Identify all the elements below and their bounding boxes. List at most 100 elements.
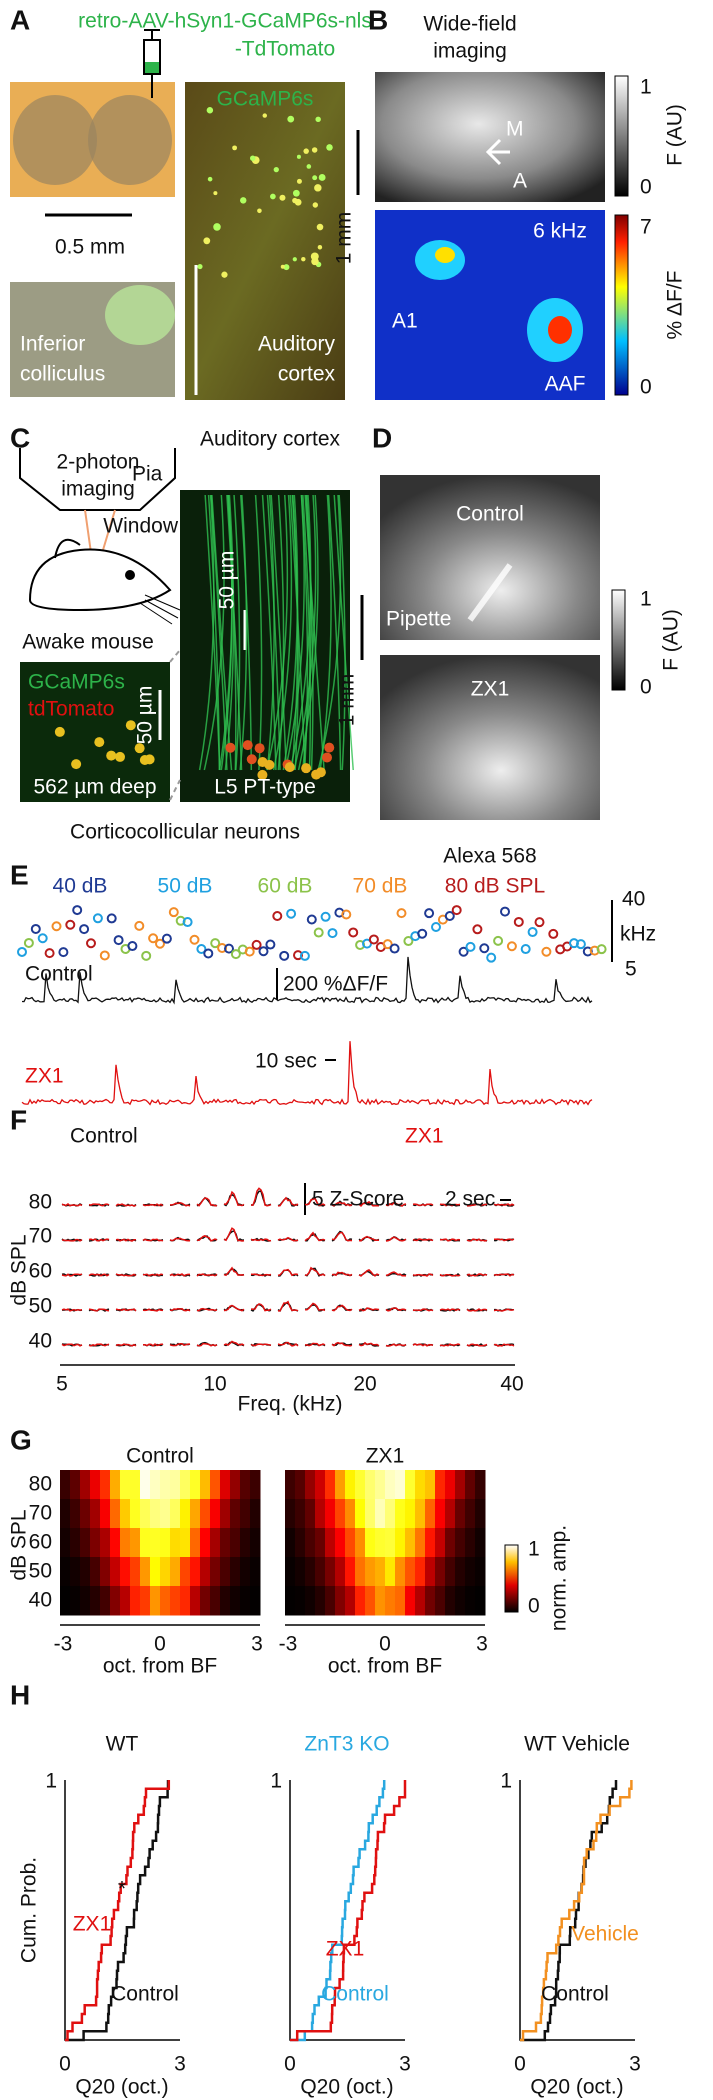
cell [326, 144, 333, 151]
label: 50 [29, 1560, 52, 1583]
mini-trace [440, 1238, 461, 1242]
heat-cell [60, 1470, 71, 1500]
mini-trace [88, 1203, 110, 1207]
cell [213, 223, 221, 231]
heat-cell [445, 1499, 456, 1529]
heat-cell [365, 1557, 376, 1587]
cell [206, 107, 214, 114]
label: 0 [640, 376, 652, 399]
heat-cell [415, 1557, 426, 1587]
label: 0 [528, 1595, 540, 1618]
heat-cell [435, 1470, 446, 1500]
label: 3 [174, 2053, 186, 2076]
heat-cell [90, 1586, 101, 1616]
heat-cell [170, 1470, 181, 1500]
mini-trace [88, 1308, 110, 1312]
syringe [143, 29, 161, 98]
heat-cell [200, 1557, 211, 1587]
mini-trace [331, 1341, 353, 1347]
heat-cell [325, 1499, 336, 1529]
heat-cell [425, 1528, 436, 1558]
label: 6 kHz [533, 220, 587, 243]
mini-trace [196, 1234, 218, 1242]
tone-dot [148, 933, 159, 944]
mini-trace [493, 1273, 515, 1277]
heat-cell [285, 1499, 296, 1529]
tone-dot [327, 928, 338, 939]
heat-cell [110, 1470, 121, 1500]
label: 40 [29, 1589, 52, 1612]
tone-dot [79, 924, 90, 935]
label: 3 [251, 1633, 263, 1656]
label: Pipette [386, 608, 451, 631]
panel-letter: F [10, 1104, 27, 1135]
heat-cell [210, 1528, 221, 1558]
dendrite [291, 494, 299, 771]
tone-dot [113, 935, 124, 946]
heat-cell [60, 1499, 71, 1529]
label: 1 mm [336, 674, 359, 727]
label: imaging [61, 478, 135, 501]
tone-dot [465, 941, 476, 952]
label: 80 [29, 1473, 52, 1496]
label: 70 [29, 1502, 52, 1525]
label: 0 [379, 1633, 391, 1656]
tone-dot [141, 950, 152, 961]
heat-cell [345, 1557, 356, 1587]
soma [54, 726, 65, 737]
heat-cell [220, 1557, 231, 1587]
heat-cell [325, 1586, 336, 1616]
heat-cell [190, 1470, 201, 1500]
heat-cell [385, 1586, 396, 1616]
heat-cell [295, 1557, 306, 1587]
heat-cell [250, 1528, 261, 1558]
heat-cell [250, 1499, 261, 1529]
label: 1 [640, 76, 652, 99]
mini-trace [61, 1308, 83, 1312]
heat-cell [180, 1586, 191, 1616]
label: oct. from BF [328, 1655, 442, 1678]
heat-cell [315, 1499, 326, 1529]
mini-trace [169, 1237, 191, 1242]
heat-cell [60, 1528, 71, 1558]
heat-cell [365, 1586, 376, 1616]
heat-cell [355, 1557, 366, 1587]
cell [213, 191, 218, 196]
heat-cell [455, 1499, 466, 1529]
tone-dot [382, 939, 393, 950]
mini-trace [493, 1308, 515, 1312]
tone-dot [513, 916, 524, 927]
tone-dot [451, 905, 462, 916]
heat-cell [210, 1470, 221, 1500]
tone-dot [86, 938, 96, 949]
mini-trace [331, 1304, 353, 1312]
label: 40 dB [53, 875, 108, 898]
tone-dot [534, 917, 545, 928]
heat-cell [150, 1586, 161, 1616]
heat-cell [465, 1528, 476, 1558]
label: 60 dB [258, 875, 313, 898]
dendrite [239, 494, 248, 771]
heat-cell [445, 1470, 456, 1500]
cell [283, 264, 290, 271]
tone-dot [203, 948, 214, 959]
dendrite [284, 494, 305, 771]
soma [301, 763, 312, 774]
label: 50 [29, 1295, 52, 1318]
heat-cell [445, 1586, 456, 1616]
cell [262, 113, 267, 118]
label: Inferior [20, 333, 85, 356]
tone-dot [548, 928, 559, 939]
whiskers [139, 594, 181, 625]
tone-dot [596, 944, 607, 955]
heat-cell [70, 1499, 81, 1529]
mini-trace [412, 1308, 434, 1312]
mini-trace [331, 1201, 353, 1207]
cell [221, 271, 228, 278]
heat-cell [415, 1499, 426, 1529]
cell [312, 202, 319, 208]
mini-trace [439, 1203, 461, 1207]
mini-trace [385, 1343, 407, 1347]
heat-cell [170, 1557, 181, 1587]
heat-cell [295, 1499, 306, 1529]
